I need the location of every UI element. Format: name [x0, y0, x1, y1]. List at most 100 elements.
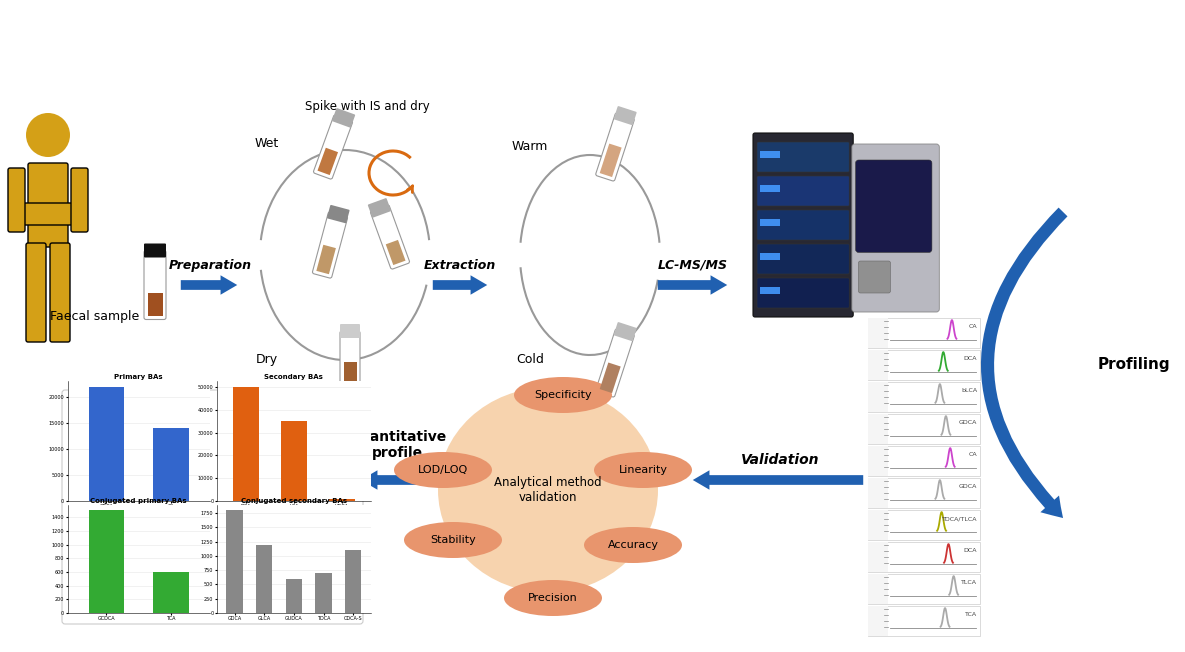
- Text: LC-MS/MS: LC-MS/MS: [658, 259, 728, 272]
- FancyBboxPatch shape: [327, 205, 350, 223]
- Text: Quantitative
profile: Quantitative profile: [348, 430, 446, 460]
- Text: Analytical method
validation: Analytical method validation: [494, 476, 602, 504]
- Text: Linearity: Linearity: [619, 465, 667, 475]
- Text: Warm: Warm: [512, 140, 549, 153]
- Bar: [867, 318, 980, 348]
- Bar: [867, 414, 980, 444]
- Text: GDCA: GDCA: [959, 421, 976, 426]
- Bar: [867, 574, 888, 604]
- Bar: [232, 387, 260, 501]
- FancyBboxPatch shape: [858, 261, 890, 293]
- Ellipse shape: [438, 387, 658, 593]
- Bar: [153, 428, 188, 501]
- Bar: [89, 387, 124, 501]
- Text: TCA: TCA: [965, 612, 976, 617]
- FancyBboxPatch shape: [340, 324, 360, 338]
- Circle shape: [26, 113, 70, 157]
- FancyBboxPatch shape: [145, 243, 166, 258]
- Bar: [867, 318, 888, 348]
- Bar: [760, 287, 780, 294]
- Bar: [153, 572, 188, 613]
- Text: Cold: Cold: [515, 353, 544, 366]
- FancyBboxPatch shape: [332, 108, 355, 128]
- Bar: [867, 446, 888, 476]
- Bar: [867, 350, 888, 380]
- Text: TLCA: TLCA: [961, 580, 976, 585]
- Text: Extraction: Extraction: [424, 259, 497, 272]
- FancyBboxPatch shape: [856, 160, 931, 252]
- Bar: [867, 574, 980, 604]
- Bar: [867, 542, 980, 572]
- Text: Validation: Validation: [741, 453, 819, 467]
- Bar: [867, 414, 888, 444]
- FancyBboxPatch shape: [596, 329, 634, 397]
- FancyBboxPatch shape: [145, 250, 166, 319]
- FancyBboxPatch shape: [757, 244, 850, 274]
- Text: Accuracy: Accuracy: [608, 540, 659, 550]
- Bar: [256, 544, 273, 613]
- Bar: [226, 511, 243, 613]
- Text: DCA: DCA: [963, 357, 976, 361]
- Bar: [867, 350, 980, 380]
- Bar: [867, 542, 888, 572]
- FancyBboxPatch shape: [71, 168, 88, 232]
- Bar: [89, 511, 124, 613]
- FancyBboxPatch shape: [18, 203, 78, 225]
- Bar: [867, 478, 980, 508]
- Bar: [867, 478, 888, 508]
- Text: Stability: Stability: [430, 535, 476, 545]
- Ellipse shape: [404, 522, 502, 558]
- Bar: [867, 382, 888, 412]
- Text: bLCA: bLCA: [961, 389, 976, 394]
- Ellipse shape: [514, 377, 611, 413]
- Bar: [286, 579, 302, 613]
- FancyBboxPatch shape: [313, 212, 347, 278]
- Text: Profiling: Profiling: [1098, 357, 1171, 372]
- Text: Faecal sample: Faecal sample: [51, 310, 140, 323]
- Bar: [760, 151, 780, 158]
- Text: Preparation: Preparation: [168, 259, 251, 272]
- Text: Spike with IS and dry: Spike with IS and dry: [305, 100, 429, 113]
- Bar: [147, 293, 162, 316]
- FancyBboxPatch shape: [8, 168, 25, 232]
- Text: GDCA: GDCA: [959, 484, 976, 490]
- Text: Precision: Precision: [529, 593, 578, 603]
- Title: Primary BAs: Primary BAs: [114, 374, 164, 380]
- Title: Secondary BAs: Secondary BAs: [264, 374, 324, 380]
- FancyBboxPatch shape: [62, 390, 363, 624]
- Bar: [386, 240, 405, 265]
- Ellipse shape: [594, 452, 692, 488]
- FancyBboxPatch shape: [757, 176, 850, 206]
- FancyBboxPatch shape: [314, 115, 352, 179]
- Bar: [867, 606, 980, 636]
- FancyBboxPatch shape: [614, 106, 636, 125]
- Ellipse shape: [393, 452, 492, 488]
- FancyArrowPatch shape: [981, 207, 1068, 518]
- Text: LOD/LOQ: LOD/LOQ: [418, 465, 468, 475]
- Text: CA: CA: [968, 325, 976, 329]
- Bar: [760, 219, 780, 226]
- Text: Wet: Wet: [255, 137, 280, 150]
- Bar: [867, 606, 888, 636]
- Bar: [344, 361, 357, 391]
- Title: Conjugated primary BAs: Conjugated primary BAs: [90, 498, 187, 504]
- Text: Dry: Dry: [256, 353, 278, 366]
- Bar: [318, 148, 338, 175]
- FancyBboxPatch shape: [596, 113, 634, 181]
- FancyBboxPatch shape: [50, 243, 70, 342]
- Bar: [867, 446, 980, 476]
- Text: CA: CA: [968, 452, 976, 458]
- Bar: [760, 253, 780, 260]
- Ellipse shape: [504, 580, 602, 616]
- Bar: [281, 421, 307, 501]
- Ellipse shape: [584, 527, 683, 563]
- Bar: [867, 510, 980, 540]
- FancyBboxPatch shape: [752, 133, 853, 317]
- Bar: [600, 143, 622, 177]
- FancyBboxPatch shape: [26, 243, 46, 342]
- Text: TDCA/TLCA: TDCA/TLCA: [942, 516, 976, 522]
- Bar: [600, 363, 621, 393]
- Bar: [315, 573, 332, 613]
- Text: DCA: DCA: [963, 548, 976, 554]
- Bar: [316, 244, 335, 274]
